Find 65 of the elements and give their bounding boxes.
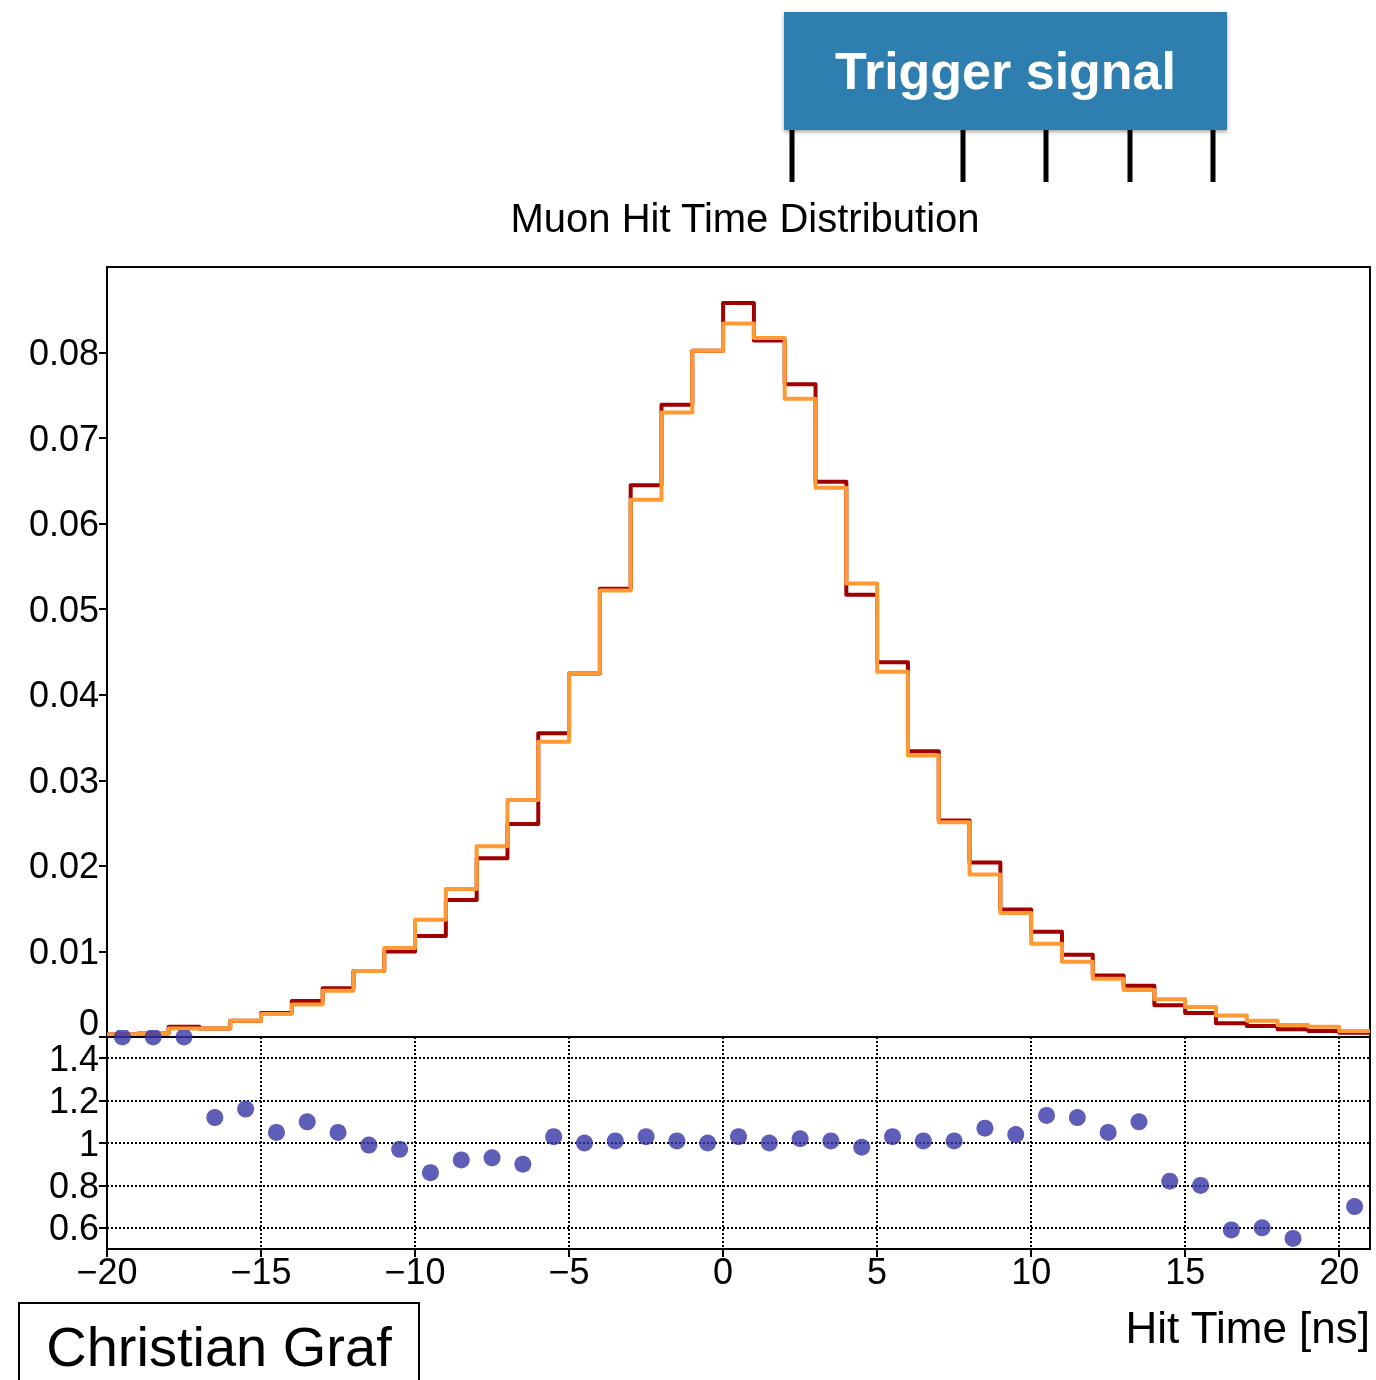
point bbox=[1099, 1123, 1117, 1141]
point bbox=[575, 1134, 593, 1152]
y-tick-label: 0.08 bbox=[28, 332, 99, 374]
y-tick-label: 0.04 bbox=[28, 674, 99, 716]
y-tick-label: 0.02 bbox=[28, 845, 99, 887]
point bbox=[267, 1123, 285, 1141]
point bbox=[1222, 1221, 1240, 1239]
point bbox=[514, 1155, 532, 1173]
point bbox=[1038, 1106, 1056, 1124]
text: Christian Graf bbox=[18, 1302, 420, 1380]
point bbox=[822, 1132, 840, 1150]
x-tick-label: 10 bbox=[1011, 1250, 1052, 1292]
point bbox=[545, 1128, 563, 1146]
point bbox=[1068, 1109, 1086, 1127]
point bbox=[853, 1138, 871, 1156]
y-tick-label: 0.6 bbox=[48, 1207, 99, 1249]
y-tick-label: 0.8 bbox=[48, 1164, 99, 1206]
point bbox=[1161, 1172, 1179, 1190]
point bbox=[1007, 1126, 1025, 1144]
x-axis-title: Hit Time [ns] bbox=[1125, 1302, 1370, 1352]
point bbox=[884, 1128, 902, 1146]
y-tick-label: 0.03 bbox=[28, 759, 99, 801]
point bbox=[144, 1030, 162, 1046]
x-tick-label: 15 bbox=[1165, 1250, 1206, 1292]
point bbox=[483, 1149, 501, 1167]
y-tick-label: 0.07 bbox=[28, 417, 99, 459]
point bbox=[1253, 1219, 1271, 1237]
point bbox=[237, 1100, 255, 1118]
x-tick-label: −5 bbox=[548, 1250, 590, 1292]
point bbox=[298, 1113, 316, 1131]
point bbox=[360, 1136, 378, 1154]
point bbox=[421, 1164, 439, 1182]
point bbox=[791, 1130, 809, 1148]
x-tick-label: −15 bbox=[230, 1250, 292, 1292]
x-tick-label: −20 bbox=[76, 1250, 138, 1292]
point bbox=[452, 1151, 470, 1169]
point bbox=[1192, 1176, 1210, 1194]
point bbox=[699, 1134, 717, 1152]
x-tick-label: −10 bbox=[384, 1250, 446, 1292]
point bbox=[1130, 1113, 1148, 1131]
point bbox=[1346, 1198, 1364, 1216]
x-tick-label: 20 bbox=[1319, 1250, 1360, 1292]
point bbox=[945, 1132, 963, 1150]
x-tick-label: 5 bbox=[867, 1250, 888, 1292]
point bbox=[329, 1123, 347, 1141]
text: Trigger signal bbox=[784, 12, 1227, 130]
point bbox=[175, 1030, 193, 1046]
y-tick-label: 0.06 bbox=[28, 503, 99, 545]
x-tick-label: 0 bbox=[713, 1250, 734, 1292]
point bbox=[206, 1109, 224, 1127]
point bbox=[113, 1030, 131, 1046]
point bbox=[668, 1132, 686, 1150]
y-tick-label: 1 bbox=[78, 1122, 99, 1164]
y-tick-label: 0.01 bbox=[28, 930, 99, 972]
point bbox=[730, 1128, 747, 1146]
y-tick-label: 1.2 bbox=[48, 1080, 99, 1122]
point bbox=[606, 1132, 624, 1150]
point bbox=[914, 1132, 932, 1150]
point bbox=[976, 1119, 994, 1137]
point bbox=[391, 1140, 409, 1158]
point bbox=[637, 1128, 655, 1146]
chart-title: Muon Hit Time Distribution bbox=[510, 196, 980, 240]
y-tick-label: 0.05 bbox=[28, 588, 99, 630]
point bbox=[1284, 1229, 1302, 1247]
point bbox=[760, 1134, 778, 1152]
